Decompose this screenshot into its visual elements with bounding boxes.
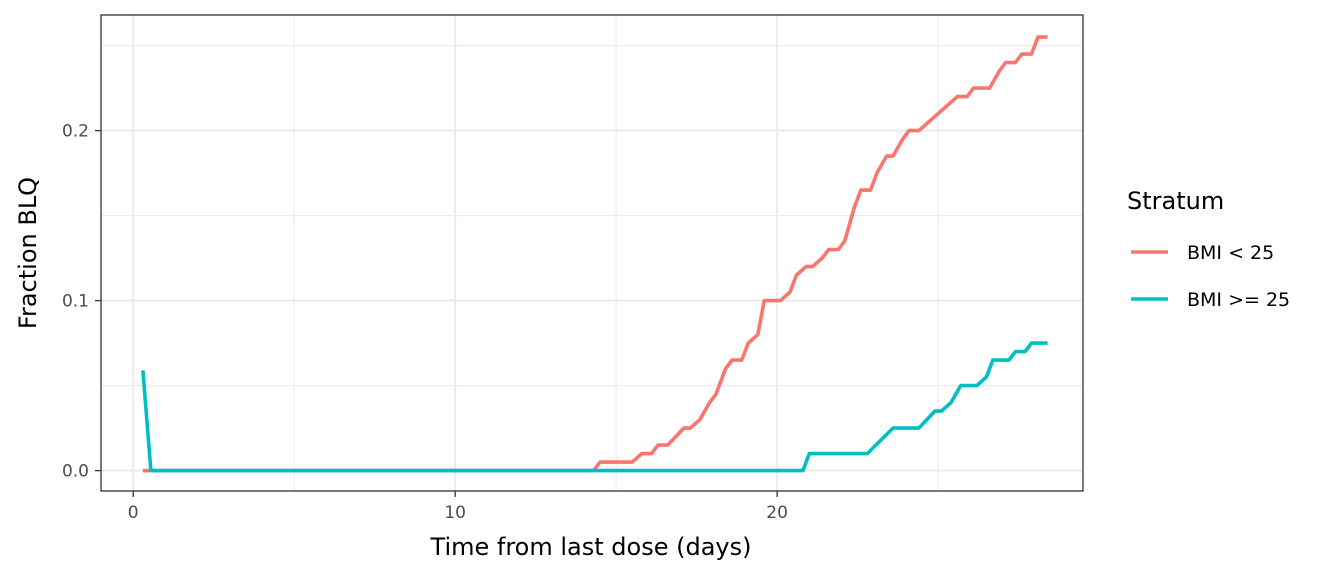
y-tick-label-0: 0.0 bbox=[62, 462, 89, 482]
x-tick-label-2: 20 bbox=[766, 503, 788, 523]
legend-label-1: BMI >= 25 bbox=[1187, 289, 1290, 311]
y-tick-label-1: 0.1 bbox=[62, 292, 89, 312]
x-axis: 0 10 20 bbox=[128, 491, 788, 523]
legend: Stratum BMI < 25 BMI >= 25 bbox=[1127, 187, 1290, 311]
y-tick-label-2: 0.2 bbox=[62, 122, 89, 142]
x-tick-label-1: 10 bbox=[444, 503, 466, 523]
x-axis-title: Time from last dose (days) bbox=[430, 533, 752, 561]
plot-panel-border bbox=[100, 14, 1084, 492]
x-tick-label-0: 0 bbox=[128, 503, 139, 523]
series-line-0 bbox=[142, 35, 1048, 473]
legend-title: Stratum bbox=[1127, 187, 1224, 215]
series-line-1 bbox=[141, 341, 1048, 473]
series-lines bbox=[141, 35, 1048, 473]
y-axis-title: Fraction BLQ bbox=[14, 177, 42, 329]
y-axis: 0.0 0.1 0.2 bbox=[62, 122, 101, 482]
minor-gridlines bbox=[101, 15, 1083, 491]
plot-panel bbox=[101, 15, 1083, 491]
legend-label-0: BMI < 25 bbox=[1187, 242, 1274, 264]
